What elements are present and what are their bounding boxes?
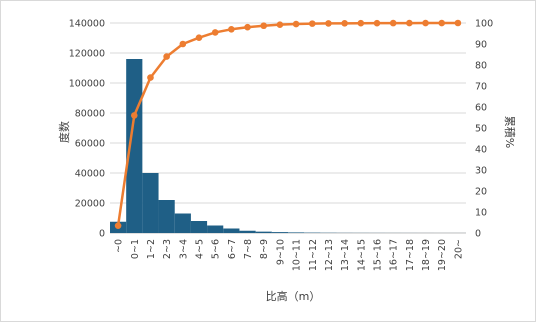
- bar-10: [272, 232, 288, 233]
- left-axis-ticks: 0 20000 40000 60000 80000 100000 120000 140000: [69, 19, 105, 240]
- line-point-11: [293, 21, 300, 28]
- x-tick-label: 17~18: [405, 239, 416, 271]
- x-tick-label: 20~: [453, 239, 464, 259]
- bar-6: [207, 226, 223, 234]
- x-tick-label: 3~4: [178, 239, 189, 259]
- line-point-3: [163, 53, 170, 60]
- line-point-18: [406, 20, 413, 27]
- x-tick-label: 16~17: [389, 239, 400, 271]
- line-point-17: [390, 20, 397, 27]
- left-tick-label: 0: [99, 229, 105, 240]
- line-point-15: [358, 20, 365, 27]
- x-tick-label: 19~20: [437, 239, 448, 271]
- left-tick-label: 20000: [75, 199, 105, 210]
- bar-5: [191, 221, 207, 233]
- line-point-14: [341, 20, 348, 27]
- left-tick-label: 80000: [75, 109, 105, 120]
- line-point-1: [131, 112, 138, 119]
- x-tick-label: ~0: [114, 239, 125, 253]
- line-point-6: [212, 29, 219, 36]
- x-tick-label: 5~6: [211, 239, 222, 259]
- line-point-10: [277, 21, 284, 28]
- x-tick-label: 0~1: [130, 239, 141, 259]
- left-tick-label: 100000: [69, 79, 105, 90]
- right-tick-label: 50: [475, 124, 487, 135]
- line-point-4: [180, 41, 187, 48]
- right-tick-label: 80: [475, 61, 487, 72]
- bar-7: [223, 229, 239, 234]
- x-tick-label: 6~7: [227, 239, 238, 259]
- x-tick-label: 13~14: [340, 239, 351, 271]
- left-tick-label: 40000: [75, 169, 105, 180]
- bar-2: [142, 173, 158, 233]
- right-tick-label: 20: [475, 187, 487, 198]
- line-point-13: [325, 20, 332, 27]
- right-axis-ticks: 0 10 20 30 40 50 60 70 80 90 100: [475, 19, 493, 240]
- x-tick-label: 8~9: [259, 239, 270, 259]
- right-tick-label: 100: [475, 19, 493, 30]
- x-tick-label: 12~13: [324, 239, 335, 271]
- left-tick-label: 140000: [69, 19, 105, 30]
- x-tick-label: 2~3: [162, 239, 173, 259]
- line-point-2: [147, 74, 154, 81]
- bar-11: [288, 232, 304, 233]
- right-tick-label: 70: [475, 82, 487, 93]
- line-point-16: [374, 20, 381, 27]
- x-axis-ticks: ~0 0~1 1~2 2~3 3~4 4~5 5~6 6~7 7~8 8~9 9~10 10~11 11…: [114, 239, 465, 271]
- x-tick-label: 1~2: [146, 239, 157, 259]
- bar-8: [239, 231, 255, 233]
- line-point-7: [228, 26, 235, 33]
- right-tick-label: 90: [475, 40, 487, 51]
- bar-4: [175, 214, 191, 234]
- x-tick-label: 14~15: [356, 239, 367, 271]
- x-tick-label: 18~19: [421, 239, 432, 271]
- left-axis-title: 度数: [57, 121, 71, 143]
- bar-9: [256, 232, 272, 233]
- x-tick-label: 15~16: [373, 239, 384, 271]
- line-point-20: [438, 20, 445, 27]
- x-tick-label: 7~8: [243, 239, 254, 259]
- x-axis-title: 比高（m）: [266, 289, 321, 303]
- right-tick-label: 60: [475, 103, 487, 114]
- line-point-21: [455, 20, 462, 27]
- x-tick-label: 9~10: [275, 239, 286, 265]
- right-tick-label: 40: [475, 145, 487, 156]
- cumulative-line-series: [115, 20, 461, 229]
- right-tick-label: 30: [475, 166, 487, 177]
- line-point-12: [309, 20, 316, 27]
- x-tick-label: 10~11: [292, 239, 303, 271]
- left-tick-label: 60000: [75, 139, 105, 150]
- line-point-19: [422, 20, 429, 27]
- x-tick-label: 11~12: [308, 239, 319, 271]
- bar-series: [110, 59, 466, 233]
- line-point-8: [244, 24, 251, 31]
- right-tick-label: 0: [475, 229, 481, 240]
- line-point-5: [196, 34, 203, 41]
- line-point-0: [115, 222, 122, 229]
- x-tick-label: 4~5: [195, 239, 206, 259]
- bar-3: [159, 200, 175, 233]
- line-point-9: [260, 22, 267, 29]
- right-tick-label: 10: [475, 208, 487, 219]
- left-tick-label: 120000: [69, 49, 105, 60]
- right-axis-title: 累積%: [503, 116, 517, 148]
